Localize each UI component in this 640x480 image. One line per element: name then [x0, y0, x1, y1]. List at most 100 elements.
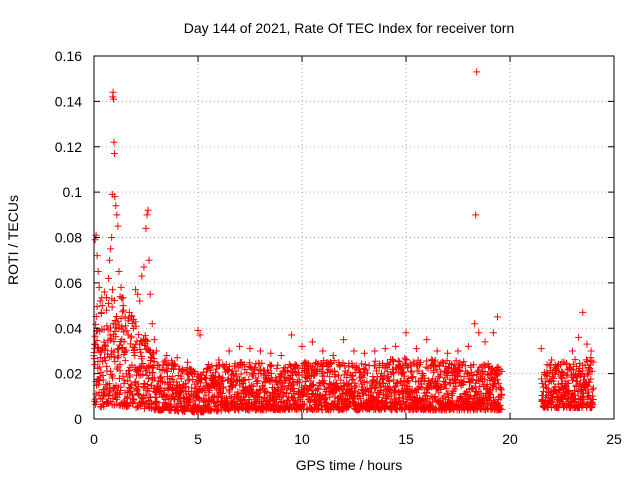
- data-point: [246, 396, 254, 404]
- data-point: [495, 369, 503, 377]
- data-point: [452, 382, 460, 390]
- data-point: [134, 389, 142, 397]
- data-point: [144, 337, 152, 345]
- data-point: [588, 400, 596, 408]
- data-point: [139, 360, 147, 368]
- data-point: [132, 322, 140, 330]
- data-point: [314, 405, 322, 413]
- data-point: [319, 369, 327, 377]
- data-point: [420, 378, 428, 386]
- data-point: [400, 372, 408, 380]
- data-point: [423, 357, 431, 365]
- data-point: [330, 357, 338, 365]
- data-point: [371, 357, 379, 365]
- data-point: [96, 297, 104, 305]
- data-point: [214, 406, 222, 414]
- data-point: [255, 386, 263, 394]
- data-point: [116, 367, 124, 375]
- data-point: [149, 350, 157, 358]
- data-point: [107, 371, 115, 379]
- data-point: [122, 322, 130, 330]
- data-point: [97, 308, 105, 316]
- data-point: [101, 342, 109, 350]
- data-point: [399, 369, 407, 377]
- data-point: [495, 379, 503, 387]
- data-point: [422, 363, 430, 371]
- data-point: [253, 378, 261, 386]
- data-point: [127, 382, 135, 390]
- data-point: [584, 388, 592, 396]
- data-point: [194, 389, 202, 397]
- data-point: [109, 88, 117, 96]
- data-point: [423, 336, 431, 344]
- data-point: [148, 320, 156, 328]
- data-point: [163, 351, 171, 359]
- data-point: [587, 357, 595, 365]
- data-point: [331, 373, 339, 381]
- data-point: [100, 403, 108, 411]
- data-point: [336, 363, 344, 371]
- data-point: [184, 377, 192, 385]
- data-point: [212, 368, 220, 376]
- data-point: [358, 383, 366, 391]
- data-point: [126, 373, 134, 381]
- data-point: [497, 385, 505, 393]
- data-point: [120, 328, 128, 336]
- data-point: [218, 390, 226, 398]
- data-point: [150, 336, 158, 344]
- data-point: [267, 349, 275, 357]
- data-point: [144, 206, 152, 214]
- data-point: [254, 377, 262, 385]
- data-point: [142, 391, 150, 399]
- data-point: [442, 378, 450, 386]
- data-point: [119, 294, 127, 302]
- data-point: [143, 211, 151, 219]
- data-point: [433, 347, 441, 355]
- data-point: [473, 68, 481, 76]
- data-point: [250, 365, 258, 373]
- data-point: [582, 356, 590, 364]
- data-point: [110, 150, 118, 158]
- data-point: [323, 399, 331, 407]
- data-point: [267, 361, 275, 369]
- data-point: [157, 373, 165, 381]
- data-point: [120, 379, 128, 387]
- data-point: [249, 388, 257, 396]
- data-point: [96, 353, 104, 361]
- data-point: [481, 338, 489, 346]
- data-point: [246, 345, 254, 353]
- data-point: [380, 371, 388, 379]
- data-point: [468, 368, 476, 376]
- data-point: [306, 398, 314, 406]
- data-point: [114, 222, 122, 230]
- y-tick-label: 0.12: [55, 139, 82, 155]
- x-axis-label: GPS time / hours: [296, 457, 403, 473]
- data-point: [288, 331, 296, 339]
- data-point: [400, 368, 408, 376]
- data-point: [423, 388, 431, 396]
- data-point: [181, 383, 189, 391]
- data-point: [117, 314, 125, 322]
- data-point: [480, 361, 488, 369]
- y-tick-label: 0.06: [55, 275, 82, 291]
- data-point: [110, 138, 118, 146]
- data-point: [119, 308, 127, 316]
- data-point: [108, 234, 116, 241]
- data-point: [470, 361, 478, 369]
- data-point: [341, 362, 349, 370]
- data-point: [91, 332, 99, 340]
- data-point: [216, 385, 224, 393]
- data-point: [149, 349, 157, 357]
- data-point: [195, 402, 203, 410]
- data-point: [391, 386, 399, 394]
- data-point: [464, 342, 472, 350]
- data-point: [155, 383, 163, 391]
- data-point: [113, 211, 121, 219]
- data-point: [117, 383, 125, 391]
- data-point: [100, 325, 108, 333]
- data-point: [140, 405, 148, 413]
- data-point: [98, 302, 106, 310]
- data-point: [114, 346, 122, 354]
- data-point: [409, 373, 417, 381]
